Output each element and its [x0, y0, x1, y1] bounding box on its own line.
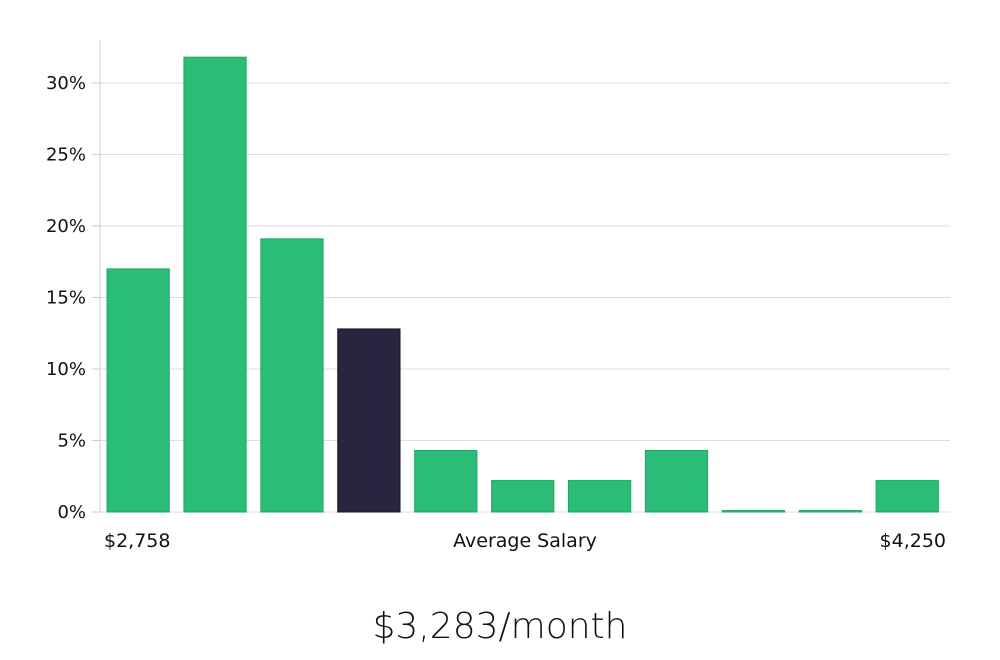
salary-histogram: 0% 5% 10% 15% 20% 25% 30% $2,758 Average Salar… — [46, 40, 950, 552]
average-salary-summary: $3,283/month — [372, 606, 628, 647]
bar — [414, 449, 478, 513]
y-tick-label: 15% — [46, 287, 86, 308]
highlighted-bar — [337, 328, 401, 513]
bar — [644, 449, 709, 513]
y-tick-label: 20% — [46, 216, 86, 237]
bar — [798, 510, 862, 513]
bar — [491, 480, 555, 513]
bars — [106, 56, 939, 513]
bar — [721, 510, 786, 513]
bar — [260, 238, 324, 513]
bar — [875, 480, 939, 513]
y-tick-label: 5% — [57, 430, 86, 451]
y-tick-label: 30% — [46, 73, 86, 94]
y-axis-ticks: 0% 5% 10% 15% 20% 25% 30% — [46, 73, 100, 523]
bar — [567, 480, 632, 513]
y-tick-label: 25% — [46, 144, 86, 165]
y-tick-label: 10% — [46, 359, 86, 380]
x-min-label: $2,758 — [104, 530, 170, 552]
x-axis-label: Average Salary — [453, 530, 597, 552]
y-tick-label: 0% — [57, 502, 86, 523]
x-max-label: $4,250 — [880, 530, 946, 552]
bar — [183, 56, 247, 513]
bar — [106, 268, 170, 513]
